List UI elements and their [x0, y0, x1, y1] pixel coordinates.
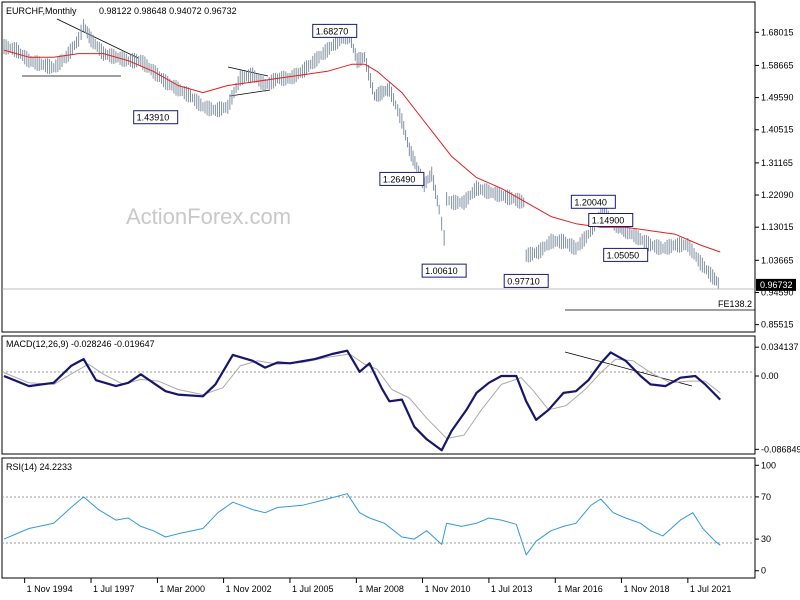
price-annotation-label: 1.20040: [574, 197, 607, 207]
price-annotation-box: [133, 110, 179, 125]
axis-layer: 1.68015 1.58665 1.49590 1.40515 1.31165 1.220…: [24, 27, 800, 594]
annotation-layer: 1.68270 1.43910 1.26490 1.00610 0.97710 1.200…: [133, 23, 649, 288]
price-annotation-label: 1.00610: [425, 266, 458, 276]
macd-title: MACD(12,26,9) -0.028246 -0.019647: [6, 339, 155, 349]
watermark: ActionForex.com: [126, 204, 291, 229]
x-axis-label: 1 Jul 1997: [93, 584, 135, 594]
price-y-label: 1.68015: [761, 27, 794, 37]
price-y-label: 1.49590: [761, 93, 794, 103]
macd-y-label: -0.086849: [761, 444, 800, 454]
rsi-y-label: 30: [761, 534, 771, 544]
macd-y-label: 0.00: [761, 371, 779, 381]
price-y-label: 1.03665: [761, 255, 794, 265]
price-y-label: 0.85515: [761, 320, 794, 330]
rsi-y-label: 70: [761, 492, 771, 502]
rsi-series-layer: [3, 493, 721, 556]
rsi-line: [3, 493, 721, 556]
price-annotation-label: 1.43910: [137, 113, 170, 123]
price-annotation-box: [570, 194, 616, 209]
price-annotation-label: 1.26490: [383, 174, 416, 184]
price-annotation-box: [603, 247, 649, 262]
ohlc-readout: 0.98122 0.98648 0.94072 0.96732: [99, 6, 237, 16]
rsi-panel: [1, 457, 756, 579]
price-y-label: 1.22090: [761, 190, 794, 200]
price-annotation-box: [312, 23, 358, 38]
price-y-label: 1.58665: [761, 60, 794, 70]
trendline-1997: [56, 18, 139, 59]
x-axis-label: 1 Jul 2021: [690, 584, 732, 594]
rsi-title: RSI(14) 24.2233: [6, 462, 72, 472]
macd-y-label: 0.034137: [761, 342, 799, 352]
price-y-label: 0.94590: [761, 287, 794, 297]
macd-signal-line: [3, 353, 721, 439]
price-y-label: 1.40515: [761, 125, 794, 135]
x-axis-label: 1 Nov 2010: [425, 584, 471, 594]
chart-title: EURCHF,Monthly: [6, 6, 77, 16]
macd-line: [3, 349, 721, 452]
price-annotation-label: 1.05050: [607, 250, 640, 260]
macd-panel: [1, 335, 756, 455]
x-axis-label: 1 Mar 2008: [358, 584, 404, 594]
rsi-y-label: 100: [761, 460, 776, 470]
price-y-label: 1.13015: [761, 222, 794, 232]
current-price-value: 0.96732: [760, 280, 793, 290]
x-axis-label: 1 Jul 2013: [491, 584, 533, 594]
x-axis-label: 1 Nov 1994: [27, 584, 73, 594]
rsi-y-label: 0: [761, 566, 766, 576]
x-axis-label: 1 Jul 2005: [292, 584, 334, 594]
price-annotation-box: [421, 263, 467, 278]
price-series-layer: [3, 19, 721, 289]
macd-series-layer: [3, 349, 721, 452]
fe138-label: FE138.2: [718, 299, 752, 309]
price-y-label: 1.31165: [761, 158, 793, 168]
x-axis-label: 1 Mar 2000: [159, 584, 205, 594]
price-annotation-box: [588, 213, 634, 228]
x-axis-label: 1 Mar 2016: [557, 584, 603, 594]
price-annotation-label: 1.68270: [316, 26, 349, 36]
x-axis-label: 1 Nov 2002: [226, 584, 272, 594]
price-annotation-label: 0.97710: [507, 276, 540, 286]
moving-average-line: [3, 49, 721, 253]
macd-trendline: [564, 351, 693, 387]
current-price-tag: [756, 278, 796, 291]
price-annotation-box: [503, 273, 549, 288]
price-panel: [1, 1, 756, 333]
x-axis-label: 1 Nov 2018: [623, 584, 669, 594]
price-annotation-label: 1.14900: [592, 216, 625, 226]
price-annotation-box: [379, 171, 425, 186]
